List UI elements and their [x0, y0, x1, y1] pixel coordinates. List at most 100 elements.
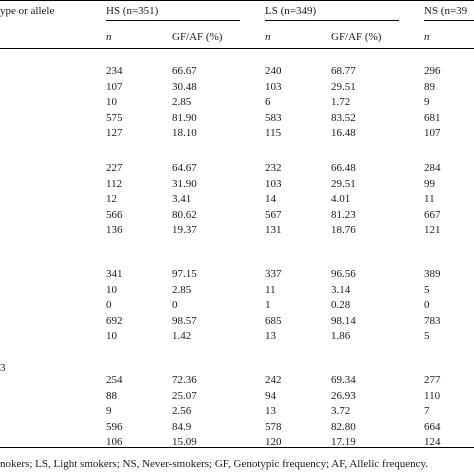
- table-cell-ns-n: 681: [424, 111, 441, 124]
- table-cell-ns-n: 296: [424, 65, 441, 77]
- group-label: 3: [0, 362, 6, 374]
- table-cell-ns-n: 89: [424, 80, 435, 93]
- table-cell-hs-gf: 64.67: [172, 162, 197, 174]
- table-cell-ns-n: 667: [424, 208, 441, 221]
- ls-group-header: LS (n=349): [265, 5, 317, 17]
- table-cell-hs-n: 127: [106, 127, 123, 139]
- table-cell-ls-gf: 18.76: [331, 224, 356, 236]
- table-cell-ls-n: 103: [265, 80, 282, 93]
- table-cell-ns-n: 9: [424, 96, 430, 108]
- table-cell-ls-n: 14: [265, 193, 276, 205]
- table-cell-hs-n: 0: [106, 299, 112, 311]
- hs-gf-header: GF/AF (%): [172, 31, 223, 43]
- table-cell-hs-gf: 98.57: [172, 314, 197, 327]
- hs-group-header: HS (n=351): [106, 5, 159, 17]
- table-cell-ls-gf: 26.93: [331, 389, 356, 402]
- table-cell-hs-n: 234: [106, 65, 123, 77]
- table-cell-hs-gf: 80.62: [172, 208, 197, 221]
- header-bottom-rule: [0, 48, 474, 49]
- table-cell-ns-n: 0: [424, 299, 430, 311]
- table-cell-ls-n: 103: [265, 177, 282, 190]
- table-cell-ls-n: 11: [265, 283, 276, 296]
- table-cell-ns-n: 7: [424, 405, 430, 417]
- table-bottom-rule: [0, 447, 474, 448]
- ns-group-header: NS (n=39: [424, 5, 468, 17]
- table-cell-hs-gf: 18.10: [172, 127, 197, 139]
- table-cell-ls-n: 240: [265, 65, 282, 77]
- table-cell-hs-n: 596: [106, 420, 123, 433]
- table-cell-ls-n: 120: [265, 436, 282, 448]
- table-cell-ls-gf: 82.80: [331, 420, 356, 433]
- table-cell-ls-n: 13: [265, 330, 276, 342]
- table-cell-ns-n: 121: [424, 224, 441, 236]
- hs-header-rule: [106, 20, 240, 21]
- table-cell-hs-gf: 97.15: [172, 268, 197, 280]
- ls-n-header: n: [265, 31, 271, 43]
- table-cell-hs-gf: 2.85: [172, 96, 192, 108]
- table-cell-ls-gf: 96.56: [331, 268, 356, 280]
- genotype-allele-header: ype or allele: [0, 5, 55, 17]
- table-cell-hs-n: 9: [106, 405, 112, 417]
- table-cell-ls-n: 685: [265, 314, 282, 327]
- table-cell-ns-n: 284: [424, 162, 441, 174]
- table-cell-hs-gf: 2.56: [172, 405, 192, 417]
- table-cell-ns-n: 124: [424, 436, 441, 448]
- table-cell-ls-gf: 69.34: [331, 374, 356, 386]
- table-cell-ls-gf: 66.48: [331, 162, 356, 174]
- table-cell-hs-gf: 66.67: [172, 65, 197, 77]
- table-cell-ls-n: 567: [265, 208, 282, 221]
- table-cell-ls-n: 1: [265, 299, 271, 311]
- table-cell-hs-n: 10: [106, 283, 117, 296]
- table-cell-hs-gf: 30.48: [172, 80, 197, 93]
- table-cell-hs-n: 254: [106, 374, 123, 386]
- table-cell-ls-gf: 1.72: [331, 96, 351, 108]
- table-cell-ns-n: 107: [424, 127, 441, 139]
- table-cell-ns-n: 5: [424, 330, 430, 342]
- ls-gf-header: GF/AF (%): [331, 31, 382, 43]
- table-cell-ns-n: 5: [424, 283, 430, 296]
- table-cell-ns-n: 277: [424, 374, 441, 386]
- table-cell-ns-n: 99: [424, 177, 435, 190]
- table-cell-hs-gf: 19.37: [172, 224, 197, 236]
- table-cell-ls-n: 583: [265, 111, 282, 124]
- table-cell-hs-gf: 0: [172, 299, 178, 311]
- table-cell-hs-n: 575: [106, 111, 123, 124]
- table-cell-hs-n: 341: [106, 268, 123, 280]
- table-top-rule: [0, 0, 474, 1]
- table-cell-hs-gf: 81.90: [172, 111, 197, 124]
- table-cell-ls-n: 578: [265, 420, 282, 433]
- table-cell-ls-gf: 17.19: [331, 436, 356, 448]
- table-cell-hs-gf: 3.41: [172, 193, 192, 205]
- table-cell-ls-gf: 68.77: [331, 65, 356, 77]
- table-cell-hs-n: 566: [106, 208, 123, 221]
- table-cell-ls-gf: 1.86: [331, 330, 351, 342]
- table-cell-hs-gf: 2.85: [172, 283, 192, 296]
- table-cell-hs-n: 12: [106, 193, 117, 205]
- table-cell-hs-gf: 1.42: [172, 330, 192, 342]
- table-cell-hs-n: 106: [106, 436, 123, 448]
- hs-n-header: n: [106, 31, 112, 43]
- table-cell-hs-n: 112: [106, 177, 123, 190]
- ns-header-rule: [424, 20, 474, 21]
- table-cell-ls-gf: 16.48: [331, 127, 356, 139]
- table-cell-hs-gf: 25.07: [172, 389, 197, 402]
- table-cell-ls-n: 13: [265, 405, 276, 417]
- table-cell-ns-n: 110: [424, 389, 441, 402]
- table-cell-hs-n: 227: [106, 162, 123, 174]
- table-cell-ls-gf: 0.28: [331, 299, 351, 311]
- table-cell-ls-n: 94: [265, 389, 276, 402]
- table-cell-ls-gf: 29.51: [331, 177, 356, 190]
- table-cell-ns-n: 664: [424, 420, 441, 433]
- table-cell-ns-n: 389: [424, 268, 441, 280]
- table-cell-ls-n: 232: [265, 162, 282, 174]
- table-cell-ns-n: 783: [424, 314, 441, 327]
- table-cell-hs-n: 107: [106, 80, 123, 93]
- table-cell-ls-n: 337: [265, 268, 282, 280]
- table-cell-hs-gf: 31.90: [172, 177, 197, 190]
- table-cell-ls-n: 242: [265, 374, 282, 386]
- table-cell-hs-n: 136: [106, 224, 123, 236]
- table-cell-hs-gf: 84.9: [172, 420, 192, 433]
- table-cell-hs-gf: 15.09: [172, 436, 197, 448]
- table-cell-ls-gf: 3.14: [331, 283, 351, 296]
- table-cell-ls-n: 131: [265, 224, 282, 236]
